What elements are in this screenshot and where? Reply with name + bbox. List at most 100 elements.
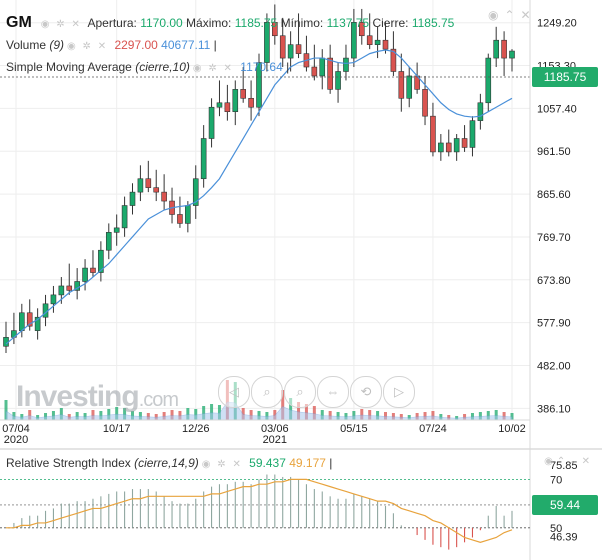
chevron-up-icon[interactable]: ⌃	[556, 456, 570, 467]
volume-bar	[494, 410, 498, 420]
candle	[82, 259, 88, 291]
sma-line	[5, 49, 513, 345]
volume-bar	[115, 407, 119, 420]
price-tick-label: 961.50	[537, 146, 571, 158]
price-tick-label: 865.60	[537, 189, 571, 201]
volume-bar	[423, 412, 427, 420]
candle	[161, 174, 167, 210]
time-tick-label: 10/02	[498, 423, 526, 435]
candle	[113, 214, 120, 246]
settings-icon[interactable]: ◉ ✲ ✕	[192, 63, 234, 74]
volume-bar	[431, 411, 435, 420]
candle	[327, 44, 333, 94]
rsi-controls[interactable]: ◉⌃⌄✕	[544, 456, 594, 467]
candle	[493, 26, 499, 68]
candle	[90, 250, 96, 278]
arrow-left-icon: ◁	[229, 384, 239, 399]
volume-bar	[91, 410, 95, 420]
candle	[398, 53, 405, 112]
candle	[295, 13, 302, 59]
volume-bar	[415, 413, 419, 420]
volume-bar	[4, 400, 8, 420]
time-tick-label: 07/24	[419, 423, 447, 435]
candle	[311, 44, 318, 81]
time-tick-label: 05/15	[340, 423, 368, 435]
volume-ma-value: 40677.11	[161, 38, 211, 52]
candle	[445, 129, 452, 157]
candle	[477, 93, 484, 130]
price-tick-label: 386.10	[537, 403, 571, 415]
close-icon[interactable]: ✕	[520, 8, 537, 22]
time-tick-label: 07/04	[2, 423, 30, 435]
reset-icon: ⟲	[360, 384, 372, 399]
volume-bar	[297, 402, 301, 420]
volume-bar	[510, 413, 514, 420]
volume-bar	[178, 411, 182, 420]
volume-bar	[249, 410, 253, 420]
time-tick-year: 2020	[4, 434, 28, 446]
candle	[453, 134, 460, 161]
candle	[248, 80, 254, 121]
candle	[279, 17, 286, 68]
ohlc-legend: GM ◉ ✲ ✕ Apertura: 1170.00 Máximo: 1185.7…	[6, 14, 455, 31]
chart-tool-button[interactable]: ⌕	[284, 376, 316, 408]
candle	[224, 84, 231, 121]
volume-bar	[328, 411, 332, 420]
volume-bar	[281, 390, 285, 420]
eye-icon[interactable]: ◉ ✲ ✕	[40, 19, 82, 30]
volume-bar	[478, 412, 482, 420]
candle	[137, 165, 144, 202]
eye-icon[interactable]: ◉	[544, 456, 557, 467]
candle	[169, 187, 175, 224]
volume-bar	[289, 398, 293, 420]
candle	[121, 196, 128, 237]
volume-bar	[376, 411, 380, 420]
symbol-label: GM	[6, 14, 32, 31]
volume-bar	[123, 408, 127, 420]
candle	[153, 169, 160, 202]
eye-icon[interactable]: ◉	[488, 8, 505, 22]
chart-tool-button[interactable]: ⟲	[350, 376, 382, 408]
candle	[232, 80, 239, 126]
volume-bar	[336, 412, 340, 420]
chevron-up-icon[interactable]: ⌃	[504, 8, 521, 22]
time-tick-year: 2021	[263, 434, 287, 446]
volume-bar	[44, 413, 48, 420]
price-tick-label: 1249.20	[537, 18, 577, 30]
chevron-down-icon[interactable]: ⌄	[569, 456, 582, 467]
candle	[390, 31, 397, 76]
rsi-signal-value: 49.177	[289, 456, 326, 470]
candle	[145, 160, 152, 193]
chart-tool-button[interactable]: ◁	[218, 376, 250, 408]
volume-value: 2297.00	[114, 38, 158, 52]
price-tick-label: 769.70	[537, 232, 571, 244]
candle	[26, 299, 33, 331]
close-icon[interactable]: ✕	[581, 456, 594, 467]
volume-bar	[486, 411, 490, 420]
volume-bar	[384, 412, 387, 420]
volume-bar	[265, 412, 269, 420]
settings-icon[interactable]: ◉ ✲ ✕	[201, 459, 243, 470]
candle	[303, 35, 310, 72]
chart-tool-button[interactable]: ⌕	[251, 376, 283, 408]
volume-bar	[273, 410, 277, 420]
candle	[438, 134, 444, 161]
candle	[351, 8, 357, 68]
chart-tool-button[interactable]: ▷	[383, 376, 415, 408]
rsi-value-tag: 59.44	[532, 495, 598, 515]
zoom-out-icon: ⌕	[296, 384, 304, 399]
price-tick-label: 577.90	[537, 318, 571, 330]
price-axis[interactable]: 1249.201153.301057.40961.50865.60769.706…	[537, 18, 577, 416]
candle	[272, 4, 278, 45]
open-value: 1170.00	[140, 16, 183, 30]
high-value: 1185.75	[234, 16, 278, 30]
chart-tool-button[interactable]: ⇔	[317, 376, 349, 408]
settings-icon[interactable]: ◉ ✲ ✕	[67, 41, 109, 52]
investing-logo: Investing.com	[16, 380, 179, 413]
rsi-histogram	[13, 474, 513, 550]
price-tick-label: 482.00	[537, 360, 571, 372]
sma-value: 1170.64	[240, 60, 283, 74]
